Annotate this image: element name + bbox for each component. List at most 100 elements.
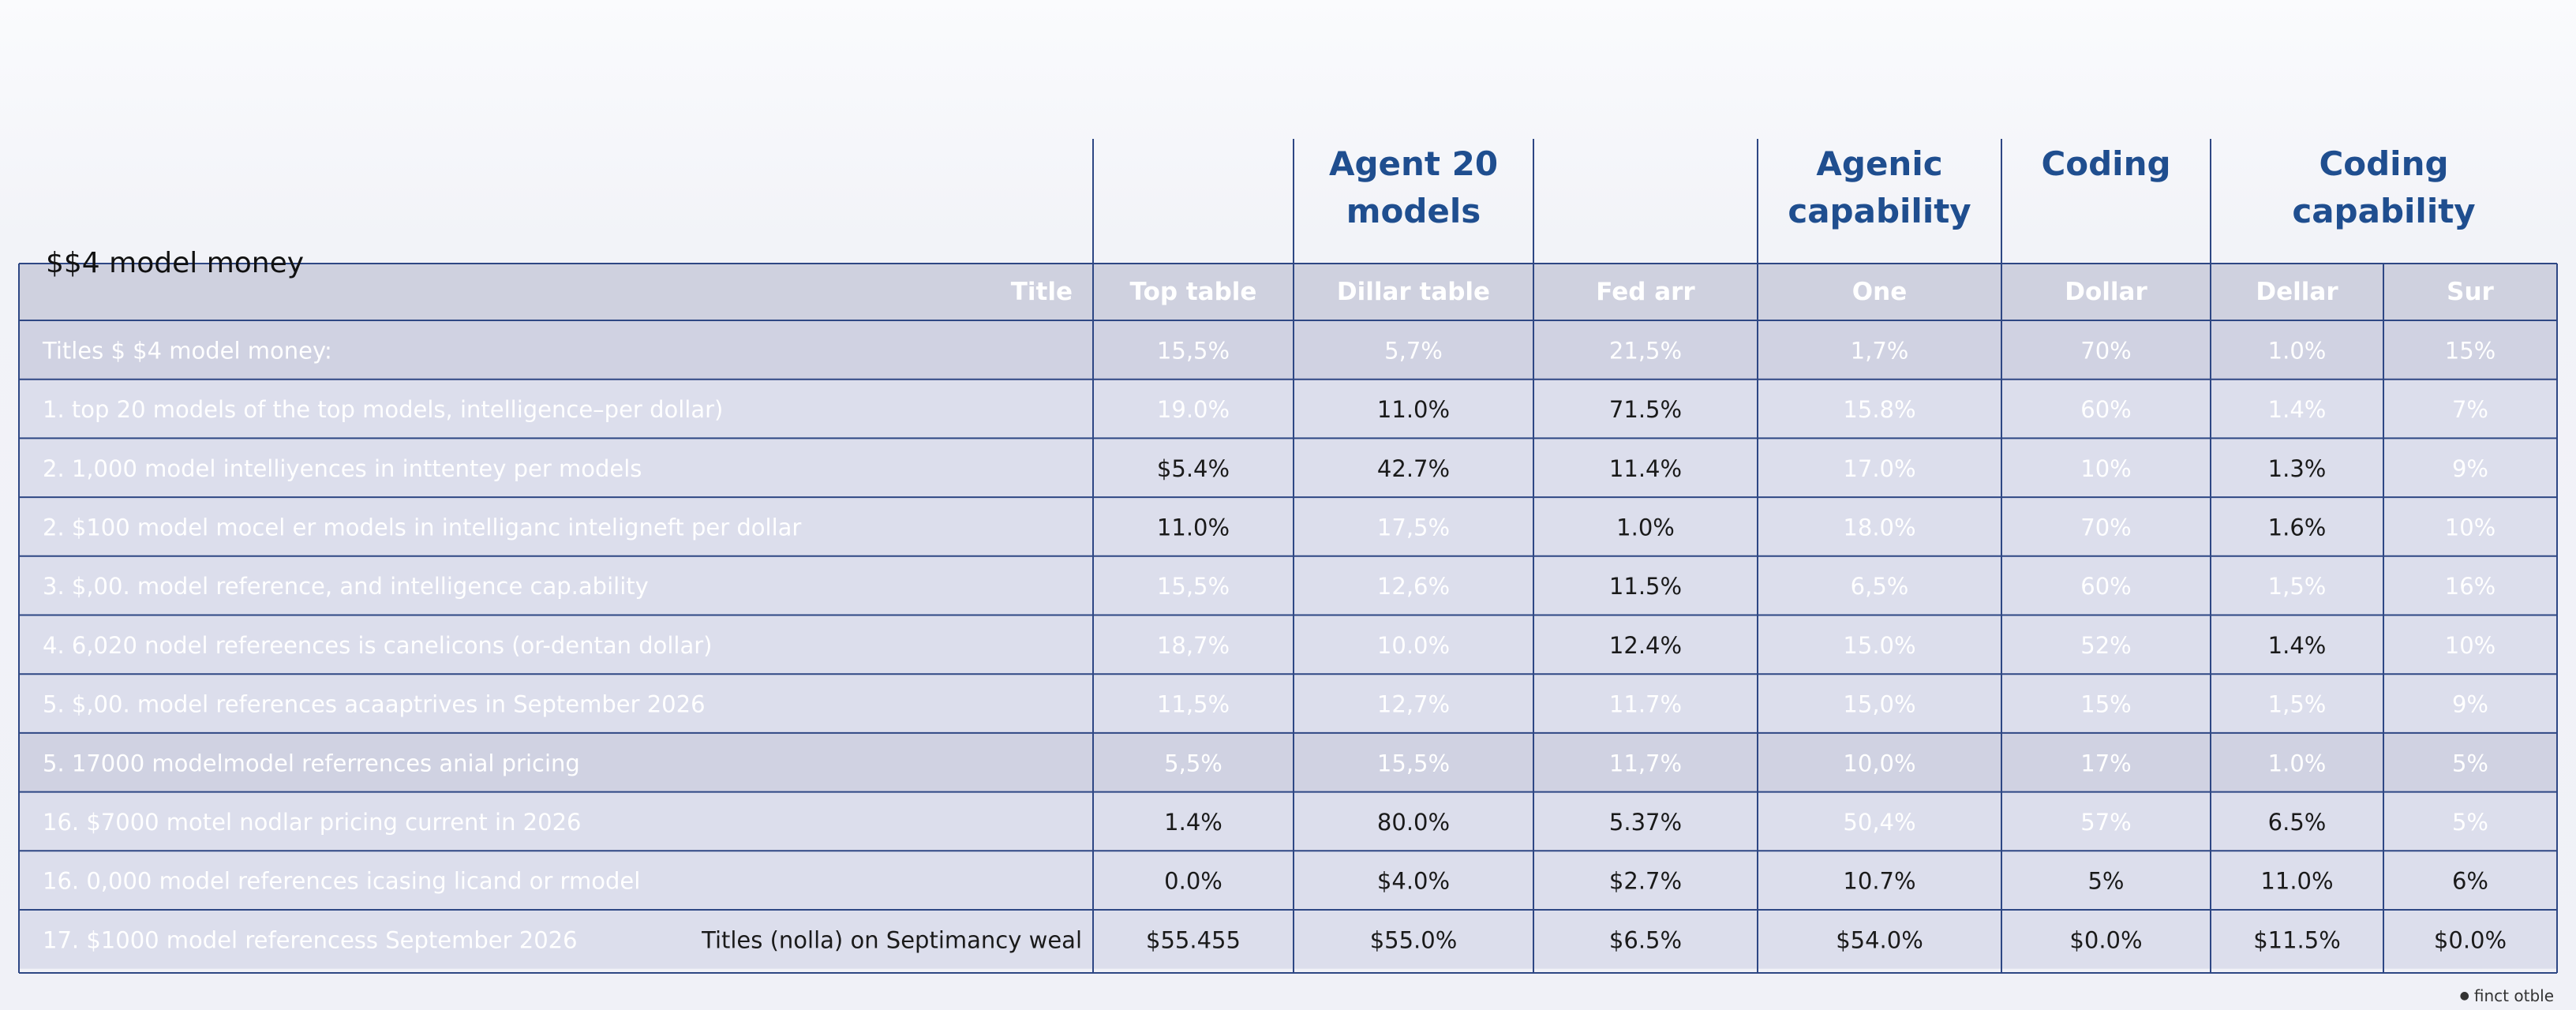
table-row bbox=[19, 732, 2557, 792]
column-header-4: One bbox=[1852, 278, 1907, 306]
table-cell-value: 5% bbox=[2452, 809, 2488, 836]
table-cell-value: 1.0% bbox=[2268, 337, 2327, 364]
group-header-3: capability bbox=[1788, 192, 1971, 230]
table-cell-value: 10.7% bbox=[1843, 868, 1915, 895]
table-cell-value: 11,5% bbox=[1157, 691, 1230, 718]
table-cell-value: $5.4% bbox=[1157, 455, 1230, 482]
table-cell-value: 1.0% bbox=[2268, 750, 2327, 776]
table-cell-value: 42.7% bbox=[1377, 455, 1450, 482]
table-cell-value: 17.0% bbox=[1843, 455, 1915, 482]
table-row bbox=[19, 791, 2557, 851]
table-cell-label: 2. 1,000 model intelliyences in inttente… bbox=[43, 455, 642, 482]
table-cell-value: 5,5% bbox=[1164, 750, 1222, 776]
table-cell-value: 1.4% bbox=[2268, 396, 2327, 423]
table-cell-value: 21,5% bbox=[1609, 337, 1682, 364]
column-header-1: Top table bbox=[1130, 278, 1257, 306]
table-cell-value: 1,5% bbox=[2268, 573, 2327, 600]
table-cell-value: 5% bbox=[2452, 750, 2488, 776]
table-row bbox=[19, 615, 2557, 675]
table-cell-value: 50,4% bbox=[1843, 809, 1915, 836]
table-row bbox=[19, 438, 2557, 498]
table-cell-value: 18,7% bbox=[1157, 632, 1230, 659]
table-cell-value: 17,5% bbox=[1377, 514, 1450, 541]
table-cell-label: 16. $7000 motel nodlar pricing current i… bbox=[43, 809, 581, 836]
table-cell-value: 15,5% bbox=[1157, 337, 1230, 364]
table-cell-value: 11,7% bbox=[1609, 750, 1682, 776]
table-cell-value: 6.5% bbox=[2268, 809, 2327, 836]
table-cell-value: 5% bbox=[2087, 868, 2124, 895]
table-cell-value: 10% bbox=[2445, 514, 2496, 541]
table-cell-value: 1.4% bbox=[1164, 809, 1222, 836]
table-cell-value: $0.0% bbox=[2069, 926, 2142, 953]
table-cell-value: 6,5% bbox=[1851, 573, 1909, 600]
group-header-4: Coding bbox=[2041, 144, 2170, 183]
table-cell-value: 1.4% bbox=[2268, 632, 2327, 659]
table-cell-value: 18.0% bbox=[1843, 514, 1915, 541]
group-header-3: Agenic bbox=[1816, 144, 1942, 183]
table-cell-value: 10.0% bbox=[1377, 632, 1450, 659]
table-cell-value: 11.5% bbox=[1609, 573, 1682, 600]
table-cell-value: 9% bbox=[2452, 455, 2488, 482]
table-cell-label: 4. 6,020 nodel refereences is canelicons… bbox=[43, 632, 712, 659]
table-cell-value: 15% bbox=[2080, 691, 2131, 718]
group-header-1: Agent 20 bbox=[1329, 144, 1498, 183]
column-header-0: Title bbox=[1011, 278, 1073, 306]
table-cell-value: 15.0% bbox=[1843, 632, 1915, 659]
table-cell-value: 12,7% bbox=[1377, 691, 1450, 718]
table-cell-value: $11.5% bbox=[2253, 926, 2341, 953]
group-header-5: capability bbox=[2292, 192, 2475, 230]
table-cell-label: 16. 0,000 model references icasing lican… bbox=[43, 868, 640, 895]
group-header-5: Coding bbox=[2319, 144, 2448, 183]
table-cell-value: 11.0% bbox=[2260, 868, 2333, 895]
footnote: ● finct otble bbox=[2460, 986, 2554, 1005]
table-cell-value: 5,7% bbox=[1384, 337, 1443, 364]
table-cell-value: $4.0% bbox=[1377, 868, 1450, 895]
table-cell-value: 71.5% bbox=[1609, 396, 1682, 423]
table-cell-value: 70% bbox=[2080, 337, 2131, 364]
table-row bbox=[19, 320, 2557, 380]
table-cell-label: 5. $,00. model references acaaptrives in… bbox=[43, 691, 706, 718]
table-cell-value: 52% bbox=[2080, 632, 2131, 659]
table-cell-value: 1.3% bbox=[2268, 455, 2327, 482]
table-cell-value: 15,0% bbox=[1843, 691, 1915, 718]
last-row-note: Titles (nolla) on Septimancy weal bbox=[701, 926, 1082, 953]
table-cell-value: 80.0% bbox=[1377, 809, 1450, 836]
table-cell-value: 10% bbox=[2445, 632, 2496, 659]
table-cell-value: 15% bbox=[2445, 337, 2496, 364]
table-cell-label: 2. $100 model mocel er models in intelli… bbox=[43, 514, 801, 541]
table-cell-value: 9% bbox=[2452, 691, 2488, 718]
table-row bbox=[19, 910, 2557, 969]
table-cell-value: 11.0% bbox=[1157, 514, 1230, 541]
table-cell-value: 12.4% bbox=[1609, 632, 1682, 659]
table-row bbox=[19, 379, 2557, 439]
column-header-7: Sur bbox=[2447, 278, 2494, 306]
table-row bbox=[19, 674, 2557, 733]
table-cell-value: $54.0% bbox=[1836, 926, 1923, 953]
table-cell-value: 15,5% bbox=[1157, 573, 1230, 600]
column-header-3: Fed arr bbox=[1596, 278, 1695, 306]
table-cell-value: 11.0% bbox=[1377, 396, 1450, 423]
column-header-2: Dillar table bbox=[1337, 278, 1490, 306]
table-row bbox=[19, 851, 2557, 910]
table-cell-value: 1.6% bbox=[2268, 514, 2327, 541]
table-row bbox=[19, 556, 2557, 615]
group-header-1: models bbox=[1346, 192, 1481, 230]
table-cell-value: $55.0% bbox=[1370, 926, 1458, 953]
table-cell-value: 57% bbox=[2080, 809, 2131, 836]
table-row bbox=[19, 497, 2557, 556]
table-cell-value: 5.37% bbox=[1609, 809, 1682, 836]
copyright-icon: ● bbox=[2459, 989, 2469, 1002]
table-cell-value: 7% bbox=[2452, 396, 2488, 423]
table-cell-value: $55.455 bbox=[1146, 926, 1241, 953]
table-cell-value: 10,0% bbox=[1843, 750, 1915, 776]
table-cell-value: 60% bbox=[2080, 396, 2131, 423]
chart-title: $$4 model money bbox=[46, 247, 304, 279]
table-cell-value: 70% bbox=[2080, 514, 2131, 541]
table-cell-label: 17. $1000 model referencess September 20… bbox=[43, 926, 578, 953]
table-cell-value: 17% bbox=[2080, 750, 2131, 776]
table-cell-value: 1,7% bbox=[1851, 337, 1909, 364]
table-cell-value: 10% bbox=[2080, 455, 2131, 482]
table-cell-value: 15,5% bbox=[1377, 750, 1450, 776]
table-cell-value: 1.0% bbox=[1616, 514, 1675, 541]
